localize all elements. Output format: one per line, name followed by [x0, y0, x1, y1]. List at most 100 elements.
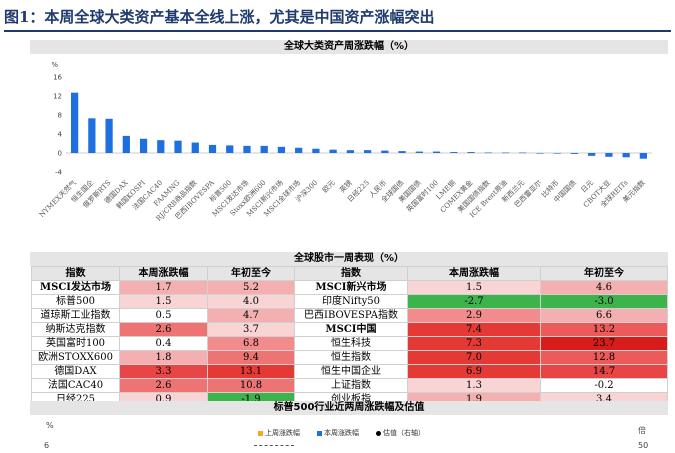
bottom-chart-dash	[254, 445, 294, 446]
table-row: 英国富时100 0.4 6.8 恒生科技 7.3 23.7	[31, 336, 668, 351]
table-row: 德国DAX 3.3 13.1 恒生中国企业 6.9 14.7	[31, 364, 668, 379]
table-row: 纳斯达克指数 2.6 3.7 MSCI中国 7.4 13.2	[31, 322, 668, 337]
value-cell: 2.6	[119, 378, 208, 393]
value-cell: 2.6	[119, 322, 208, 337]
bar	[243, 145, 251, 153]
bottom-right-tick: 50	[638, 441, 649, 450]
y-tick-label: 8	[58, 112, 62, 120]
bar	[260, 145, 268, 153]
value-cell: 9.4	[207, 350, 295, 365]
value-cell: 13.2	[540, 322, 668, 337]
bar	[553, 153, 561, 154]
value-cell: 14.7	[540, 364, 668, 379]
value-cell: 6.6	[540, 308, 668, 323]
index-name-cell: 恒生科技	[294, 336, 408, 351]
value-cell: 3.3	[119, 364, 208, 379]
bar	[312, 148, 320, 153]
value-cell: 7.3	[407, 336, 541, 351]
bar	[346, 150, 355, 153]
bar	[415, 151, 423, 153]
index-name-cell: MSCI中国	[294, 322, 408, 337]
value-cell: 12.8	[540, 350, 668, 365]
value-cell: 7.0	[407, 350, 541, 365]
legend-label-this-week: 本周涨跌幅	[324, 429, 359, 437]
bar	[467, 152, 475, 153]
legend-label-last-week: 上周涨跌幅	[265, 429, 300, 437]
bottom-ylabel: %	[46, 421, 54, 430]
table-row: MSCI发达市场 1.7 5.2 MSCI新兴市场 1.5 4.6	[31, 280, 668, 295]
y-axis-label: %	[51, 61, 58, 69]
table-column-header: 本周涨跌幅	[119, 266, 208, 281]
legend-item-this-week: 本周涨跌幅	[317, 428, 359, 438]
bar	[450, 152, 458, 153]
table-row: 欧洲STOXX600 1.8 9.4 恒生指数 7.0 12.8	[31, 350, 668, 365]
table-column-header: 指数	[31, 266, 120, 281]
bar	[70, 92, 79, 153]
index-name-cell: 英国富时100	[31, 336, 120, 351]
value-cell: 4.6	[540, 280, 668, 295]
table-header-row: 指数 本周涨跌幅 年初至今 指数 本周涨跌幅 年初至今	[31, 266, 668, 281]
legend-swatch-this-week	[317, 430, 322, 436]
bar	[381, 150, 389, 153]
legend-swatch-last-week	[258, 430, 263, 436]
bar	[122, 135, 130, 153]
index-name-cell: 恒生指数	[294, 350, 408, 365]
value-cell: 1.8	[119, 350, 208, 365]
value-cell: 1.7	[119, 280, 208, 295]
table-row: 法国CAC40 2.6 10.8 上证指数 1.3 -0.2	[31, 378, 668, 393]
value-cell: 23.7	[540, 336, 668, 351]
index-name-cell: 纳斯达克指数	[31, 322, 120, 337]
value-cell: 7.4	[407, 322, 541, 337]
legend-marker-valuation	[376, 430, 381, 436]
table-row: 道琼斯工业指数 0.5 4.7 巴西IBOVESPA指数 2.9 6.6	[31, 308, 668, 323]
value-cell: 4.7	[207, 308, 295, 323]
index-name-cell: 道琼斯工业指数	[31, 308, 120, 323]
table-header: 全球股市一周表现（%）	[30, 252, 668, 266]
bar	[191, 142, 199, 153]
bar	[570, 153, 579, 154]
index-name-cell: MSCI发达市场	[31, 280, 120, 295]
bottom-left-tick: 6	[44, 441, 50, 450]
index-name-cell: 标普500	[31, 294, 120, 309]
y-tick-label: -4	[55, 169, 63, 177]
bar	[363, 150, 372, 153]
bar	[139, 138, 148, 153]
value-cell: 5.2	[207, 280, 295, 295]
bar	[432, 151, 441, 153]
bar	[398, 151, 406, 153]
index-name-cell: 德国DAX	[31, 364, 120, 379]
x-tick-label: 欧元	[320, 178, 336, 194]
equity-performance-table: 指数 本周涨跌幅 年初至今 指数 本周涨跌幅 年初至今 MSCI发达市场 1.7 5.2 MSC…	[31, 266, 668, 407]
y-tick-label: 16	[53, 74, 62, 82]
bottom-y2label: 倍	[638, 426, 646, 435]
y-tick-label: 4	[58, 131, 63, 139]
value-cell: -0.2	[540, 378, 668, 393]
figure-title: 图1：本周全球大类资产基本全线上涨，尤其是中国资产涨幅突出	[4, 8, 435, 26]
table-column-header: 年初至今	[540, 266, 668, 281]
table-row: 标普500 1.5 4.0 印度Nifty50 -2.7 -3.0	[31, 294, 668, 309]
bar	[501, 152, 510, 154]
bar	[105, 118, 113, 153]
bar	[588, 153, 596, 156]
value-cell: -3.0	[540, 294, 668, 309]
bar	[605, 153, 613, 157]
y-tick-label: 12	[53, 93, 62, 101]
bar	[329, 149, 337, 153]
value-cell: 3.7	[207, 322, 295, 337]
table-column-header: 本周涨跌幅	[407, 266, 541, 281]
legend-item-last-week: 上周涨跌幅	[258, 428, 300, 438]
asset-returns-chart: %1612840-4NYMEX天然气恒生国企俄罗斯RTS德国DAX韩国KOSPI…	[37, 61, 652, 223]
bottom-chart-header: 标普500行业近两周涨跌幅及估值	[30, 401, 668, 415]
value-cell: 0.4	[119, 336, 208, 351]
value-cell: 13.1	[207, 364, 295, 379]
bar	[295, 147, 303, 153]
bar	[639, 153, 648, 159]
index-name-cell: MSCI新兴市场	[294, 280, 408, 295]
value-cell: 1.5	[119, 294, 208, 309]
title-divider	[4, 30, 671, 32]
value-cell: 1.3	[407, 378, 541, 393]
bar	[536, 153, 544, 154]
bar	[277, 146, 286, 153]
index-name-cell: 巴西IBOVESPA指数	[294, 308, 408, 323]
table-column-header: 年初至今	[207, 266, 295, 281]
